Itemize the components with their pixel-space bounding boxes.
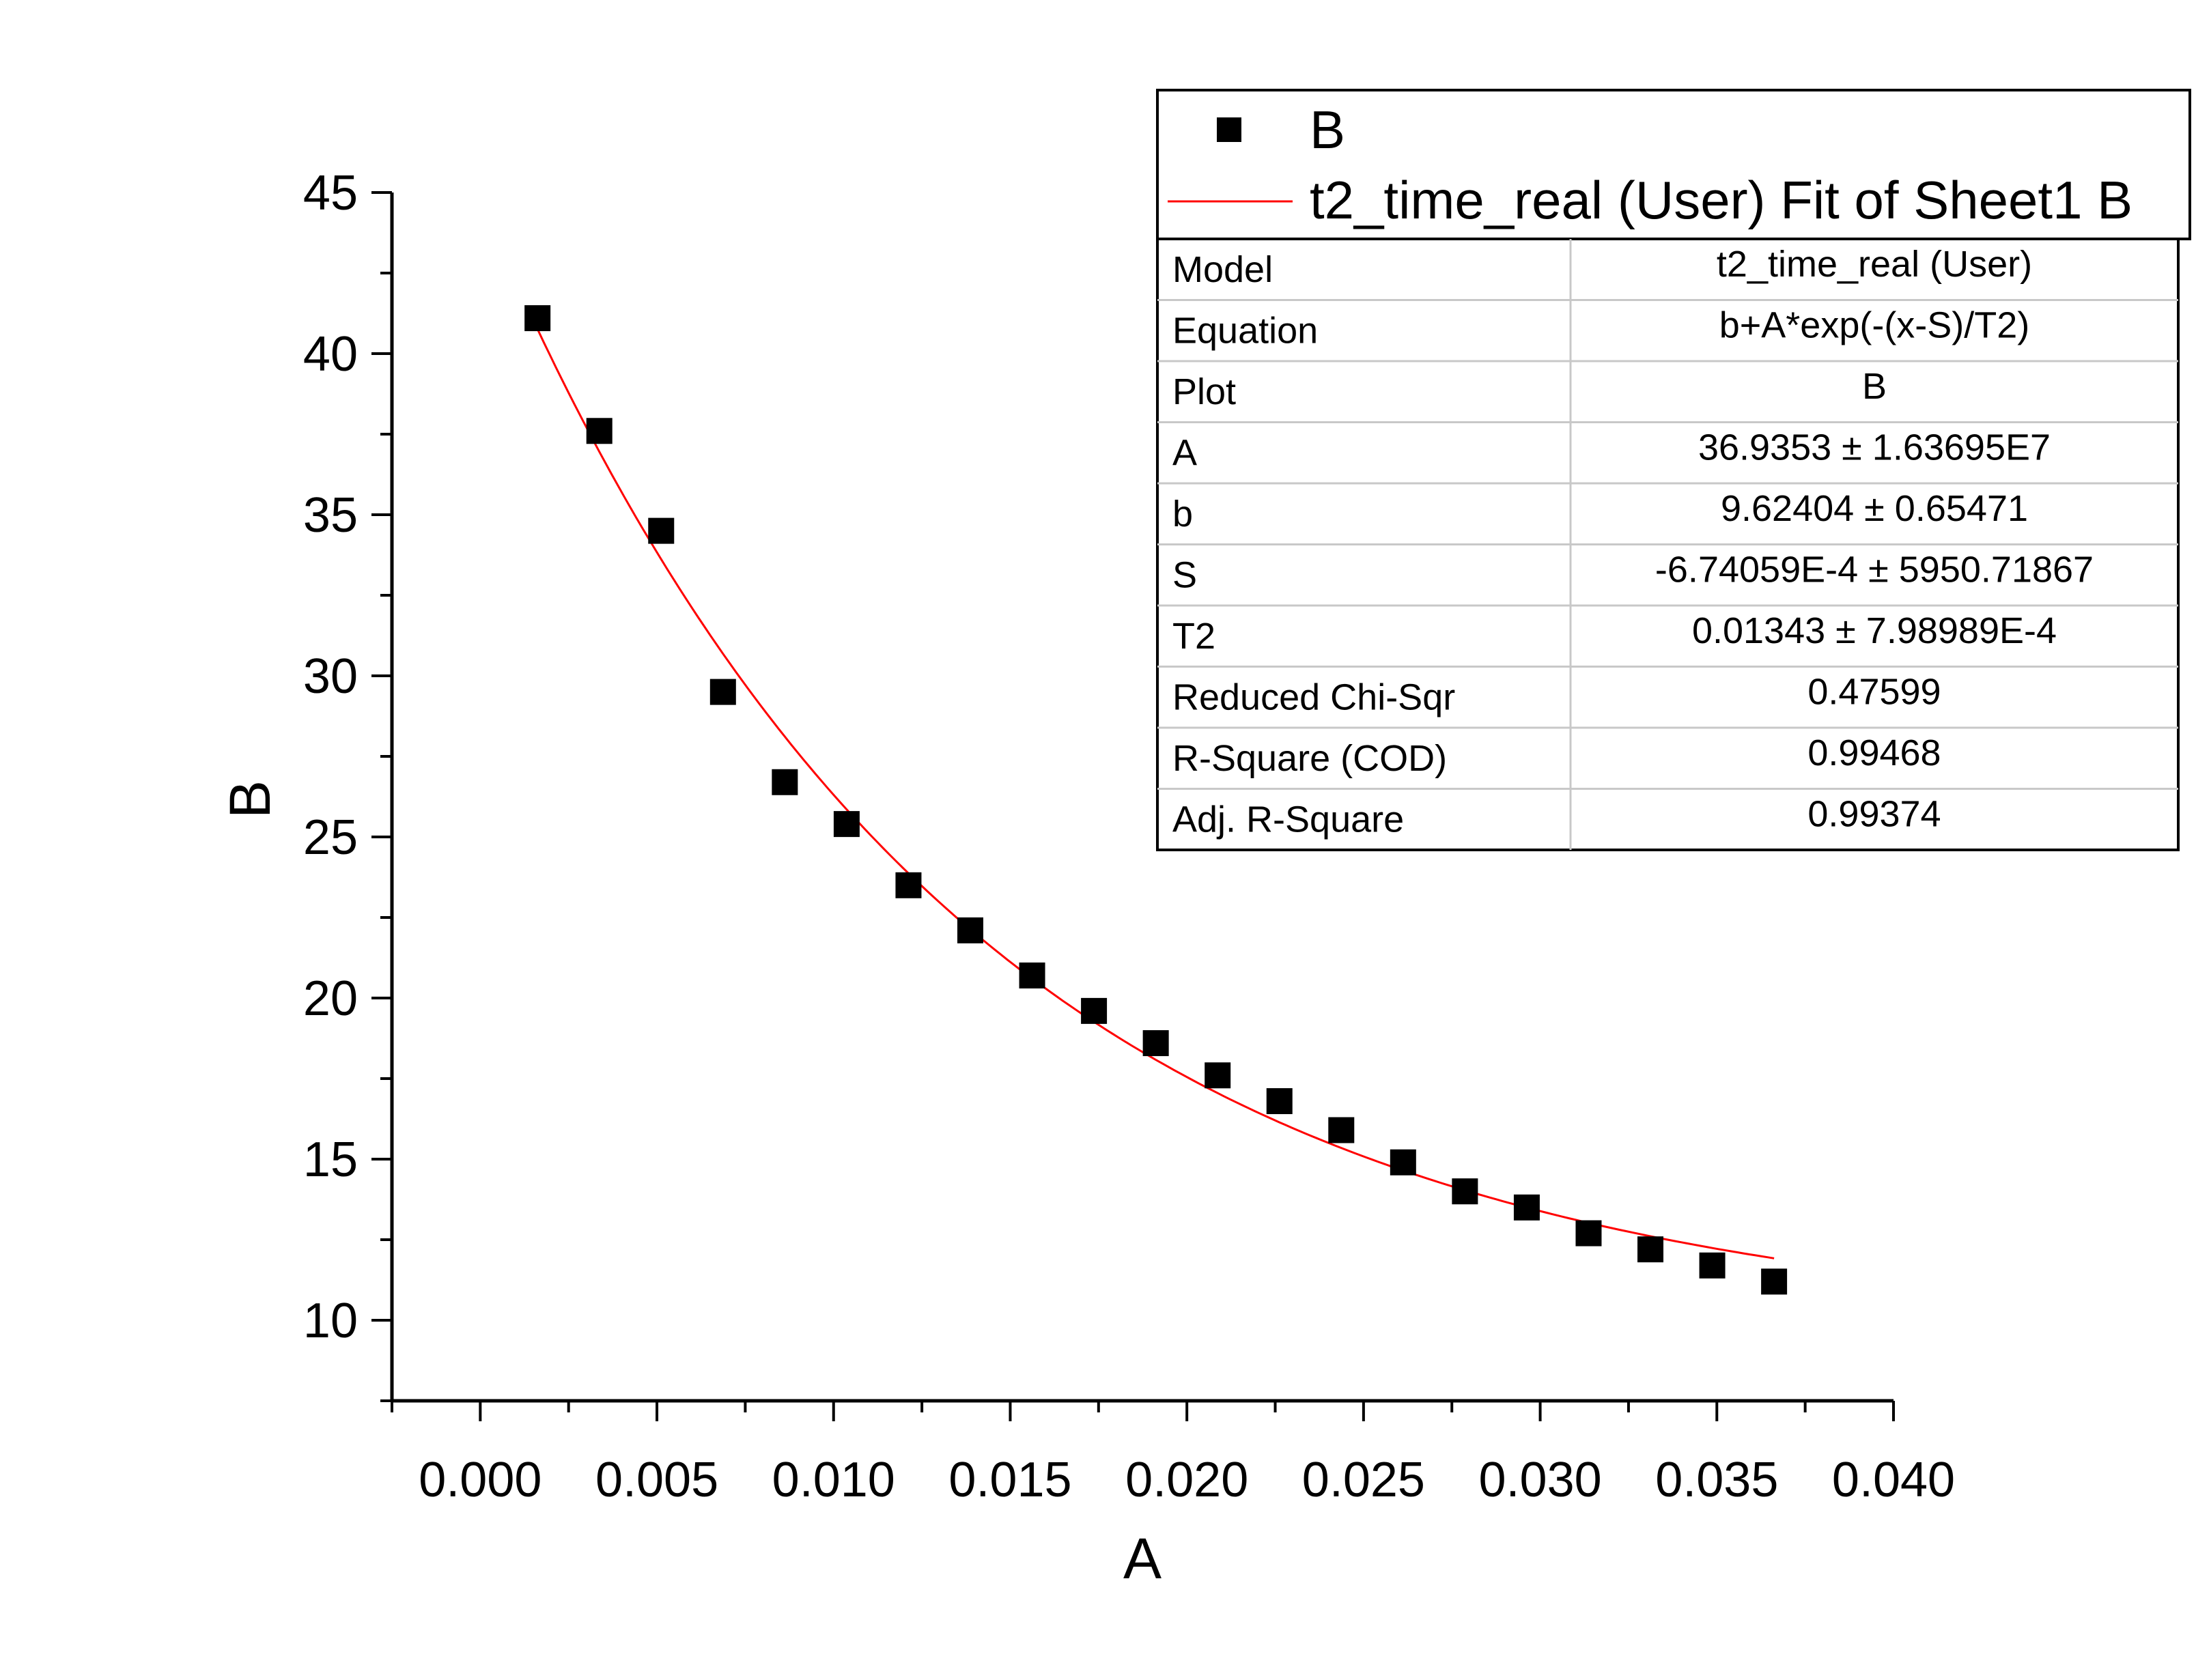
x-tick-label: 0.015: [948, 1453, 1071, 1507]
y-tick-label: 30: [303, 649, 358, 704]
axes: [390, 193, 1894, 1403]
y-tick-label: 35: [303, 488, 358, 543]
data-point: [1019, 962, 1045, 988]
table-cell-label: A: [1172, 433, 1197, 474]
data-point: [1513, 1194, 1540, 1221]
data-point: [1637, 1236, 1664, 1263]
legend-box: [1156, 89, 2191, 240]
data-point: [957, 917, 984, 943]
x-tick-label: 0.020: [1125, 1453, 1248, 1507]
data-point: [1266, 1088, 1293, 1115]
table-cell-value: 0.47599: [1807, 672, 1941, 713]
y-tick-label: 15: [303, 1133, 358, 1187]
table-cell-value: 0.99468: [1807, 732, 1941, 773]
x-tick-label: 0.010: [772, 1453, 895, 1507]
legend-marker-square: [1217, 117, 1241, 142]
table-cell-value: 9.62404 ± 0.65471: [1721, 488, 2028, 529]
data-point: [586, 418, 613, 444]
legend-label-fit: t2_time_real (User) Fit of Sheet1 B: [1310, 170, 2132, 230]
data-point: [1390, 1149, 1416, 1176]
x-tick-label: 0.025: [1302, 1453, 1425, 1507]
data-point: [1452, 1178, 1478, 1205]
table-cell-value: -6.74059E-4 ± 5950.71867: [1655, 550, 2094, 590]
data-point: [1575, 1220, 1602, 1247]
table-cell-label: R-Square (COD): [1172, 738, 1447, 779]
table-cell-label: b: [1172, 494, 1193, 535]
x-tick-label: 0.030: [1478, 1453, 1601, 1507]
table-cell-value: 0.01343 ± 7.98989E-4: [1692, 610, 2057, 651]
y-axis-title: B: [218, 780, 282, 818]
data-point: [895, 872, 922, 898]
table-cell-value: b+A*exp(-(x-S)/T2): [1719, 305, 2030, 346]
data-point: [1699, 1252, 1726, 1279]
x-tick-label: 0.005: [595, 1453, 718, 1507]
y-tick-label: 25: [303, 810, 358, 865]
table-cell-label: Reduced Chi-Sqr: [1172, 677, 1455, 718]
data-point: [648, 517, 675, 544]
data-point: [1761, 1268, 1788, 1295]
data-point: [1142, 1030, 1169, 1057]
x-tick-label: 0.040: [1832, 1453, 1955, 1507]
data-point: [833, 811, 860, 838]
table-cell-label: S: [1172, 555, 1197, 596]
data-points: [524, 305, 1788, 1295]
legend: B t2_time_real (User) Fit of Sheet1 B: [1156, 89, 2191, 240]
fit-curve: [536, 328, 1775, 1259]
table-cell-label: Equation: [1172, 311, 1318, 352]
data-point: [524, 305, 551, 332]
fit-results-table: Model t2_time_real (User) Equation b+A*exp(…: [1156, 238, 2180, 851]
table-cell-value: B: [1862, 366, 1887, 407]
legend-label-data: B: [1310, 100, 1345, 160]
x-axis-title: A: [1123, 1526, 1162, 1591]
data-point: [1328, 1117, 1355, 1143]
table-cell-value: 36.9353 ± 1.63695E7: [1698, 427, 2051, 468]
fit-curve-layer: [536, 328, 1775, 1259]
y-tick-label: 10: [303, 1294, 358, 1348]
data-point: [709, 679, 736, 705]
data-point: [1081, 997, 1108, 1024]
x-axis-ticks: 0.000 0.005 0.010 0.015 0.020 0.025 0.030 0.035…: [391, 1401, 1955, 1507]
table-cell-label: Plot: [1172, 371, 1236, 412]
data-point: [772, 769, 798, 795]
y-tick-label: 45: [303, 166, 358, 220]
table-cell-label: Adj. R-Square: [1172, 799, 1404, 840]
table-cell-value: t2_time_real (User): [1717, 244, 2032, 285]
y-tick-label: 40: [303, 327, 358, 382]
table-cell-value: 0.99374: [1807, 794, 1941, 835]
table-cell-label: Model: [1172, 249, 1273, 290]
data-point: [1205, 1062, 1231, 1089]
table-cell-label: T2: [1172, 616, 1215, 657]
y-tick-label: 20: [303, 971, 358, 1026]
x-tick-label: 0.000: [419, 1453, 541, 1507]
y-axis-ticks: 10 15 20 25 30 35 40 45: [303, 166, 392, 1402]
x-tick-label: 0.035: [1655, 1453, 1778, 1507]
